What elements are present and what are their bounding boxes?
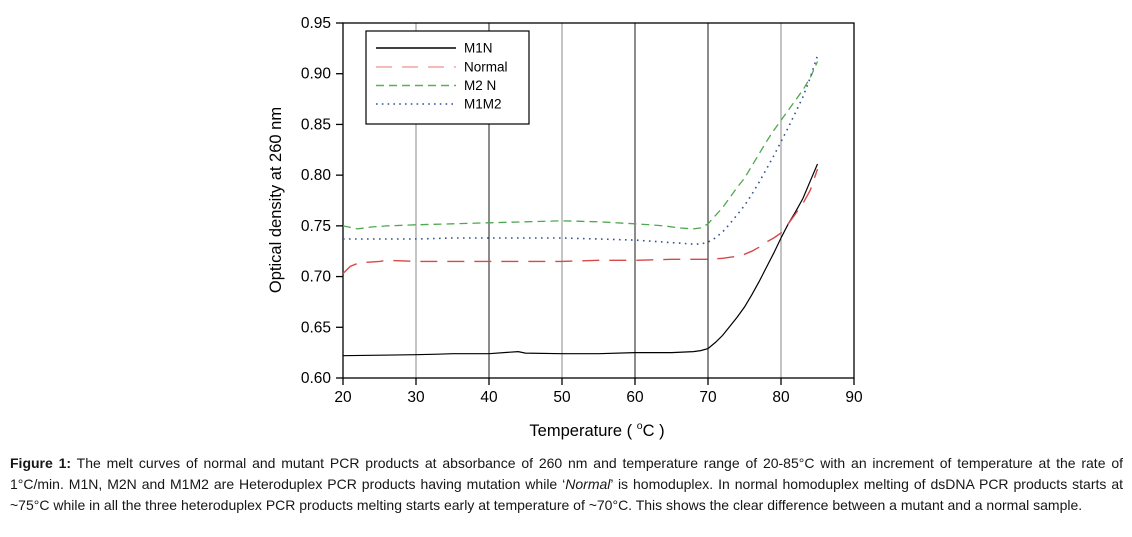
x-tick-label-90: 90 bbox=[845, 389, 863, 406]
y-tick-label-0.95: 0.95 bbox=[301, 15, 331, 32]
series-line-normal bbox=[342, 168, 819, 275]
x-tick-label-70: 70 bbox=[699, 389, 717, 406]
x-tick-label-80: 80 bbox=[772, 389, 790, 406]
y-tick-label-0.70: 0.70 bbox=[301, 269, 332, 286]
legend-label-m1m2: M1M2 bbox=[464, 97, 502, 112]
legend-box bbox=[365, 30, 530, 125]
x-axis-title: Temperature ( oC ) bbox=[529, 420, 664, 440]
x-tick-label-50: 50 bbox=[553, 389, 571, 406]
x-tick-label-60: 60 bbox=[626, 389, 644, 406]
legend-label-m2n: M2 N bbox=[464, 78, 496, 93]
y-tick-label-0.90: 0.90 bbox=[301, 66, 332, 83]
figure-caption-label: Figure 1: bbox=[10, 455, 72, 471]
x-tick-label-30: 30 bbox=[407, 389, 425, 406]
series-line-m1n bbox=[342, 163, 819, 357]
legend-label-m1n: M1N bbox=[464, 41, 493, 56]
x-tick-label-40: 40 bbox=[480, 389, 498, 406]
y-tick-label-0.85: 0.85 bbox=[301, 116, 331, 133]
y-axis-title: Optical density at 260 nm bbox=[267, 107, 285, 293]
y-tick-label-0.80: 0.80 bbox=[301, 167, 332, 184]
melt-curves-chart: 0.60 0.65 0.70 0.75 0.80 0.85 0.90 0.95 20 30 40 50… bbox=[267, 15, 863, 440]
legend-label-normal: Normal bbox=[464, 60, 508, 75]
y-tick-label-0.60: 0.60 bbox=[301, 370, 332, 387]
y-tick-label-0.65: 0.65 bbox=[301, 319, 331, 336]
figure-caption-text-2: ’ is homoduplex. In normal homoduplex me… bbox=[10, 476, 1124, 513]
y-tick-label-0.75: 0.75 bbox=[301, 218, 331, 235]
figure-caption-text-1: The melt curves of normal and mutant PCR… bbox=[10, 455, 1123, 492]
figure-caption-italic-normal: Normal bbox=[565, 476, 611, 492]
plot-frame bbox=[342, 22, 855, 379]
x-tick-label-20: 20 bbox=[334, 389, 352, 406]
figure-caption: Figure 1: The melt curves of normal and … bbox=[10, 453, 1123, 516]
